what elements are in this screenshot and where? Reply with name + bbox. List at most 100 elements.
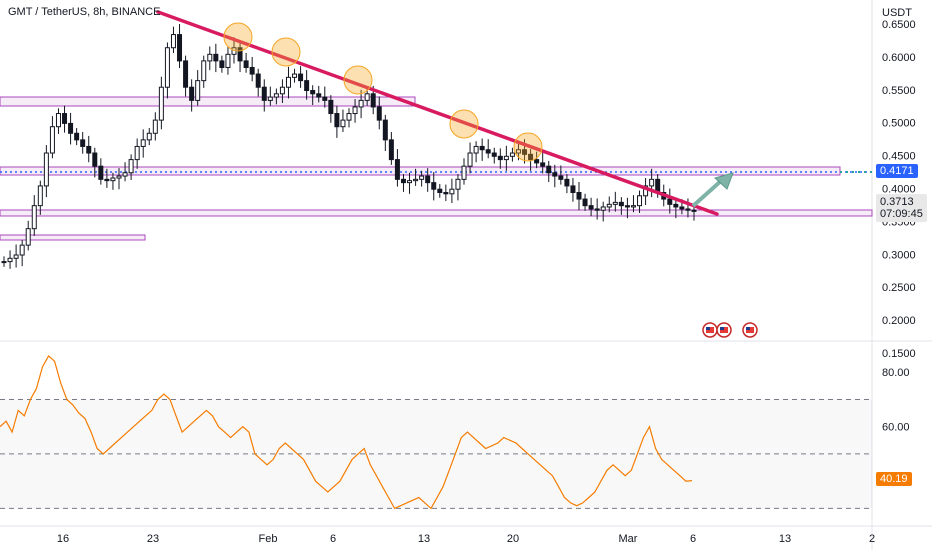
candle-body: [691, 209, 697, 212]
price-tick-label: 0.3000: [882, 249, 916, 261]
date-tick-label: 13: [779, 533, 791, 545]
candle-body: [243, 60, 249, 68]
candle-body: [285, 76, 291, 88]
candle-body: [364, 93, 370, 101]
date-tick-label: 23: [147, 533, 159, 545]
candle-body: [213, 53, 219, 62]
candle-body: [110, 177, 116, 182]
candle-body: [606, 203, 612, 208]
event-flag-icon: [716, 322, 732, 338]
candle-body: [449, 188, 455, 195]
price-zone: [0, 234, 146, 241]
candle-body: [298, 73, 304, 82]
candle-body: [74, 132, 80, 141]
candle-body: [407, 180, 413, 184]
candle-body: [310, 90, 316, 95]
candle-body: [267, 96, 273, 101]
date-tick-label: 6: [690, 533, 696, 545]
candle-body: [376, 106, 382, 121]
candle-body: [467, 152, 473, 167]
last-price-value: 0.3713: [880, 196, 914, 208]
candle-body: [503, 155, 509, 161]
candle-body: [237, 47, 243, 62]
price-tick-label: 0.6000: [882, 52, 916, 64]
candle-body: [304, 80, 310, 92]
candle-body: [316, 93, 322, 98]
level-price-tag: 0.4171: [876, 164, 918, 178]
candle-body: [394, 159, 400, 180]
date-tick-label: 6: [330, 533, 336, 545]
candle-body: [25, 228, 31, 246]
candle-body: [522, 149, 528, 155]
price-tick-label: 0.2000: [882, 315, 916, 327]
candle-body: [346, 113, 352, 121]
date-axis: 16 23 Feb 6 13 20 Mar 6 13 2: [57, 533, 875, 545]
price-candles: [1, 24, 697, 269]
candle-body: [68, 122, 74, 134]
price-tick-label: 0.5000: [882, 118, 916, 130]
candle-body: [55, 113, 61, 128]
candle-body: [473, 145, 479, 154]
price-zone: [0, 96, 416, 107]
candle-body: [13, 254, 19, 259]
candle-body: [491, 152, 497, 157]
rsi-tick-label: 60.00: [882, 422, 910, 434]
candle-body: [7, 257, 13, 263]
candle-body: [279, 86, 285, 95]
candle-body: [225, 53, 231, 68]
candle-body: [170, 34, 176, 49]
candle-body: [189, 86, 195, 101]
candle-body: [86, 145, 92, 154]
candle-body: [1, 261, 7, 264]
candle-body: [388, 139, 394, 161]
candle-body: [370, 93, 376, 108]
price-tick-label: 0.2500: [882, 282, 916, 294]
candle-body: [612, 201, 618, 205]
candle-body: [146, 132, 152, 141]
date-tick-label: Feb: [259, 533, 278, 545]
candle-body: [630, 205, 636, 208]
candle-body: [400, 178, 406, 184]
candle-body: [382, 119, 388, 141]
candle-body: [558, 175, 564, 180]
candle-body: [564, 178, 570, 187]
touch-point-circle: [449, 109, 479, 139]
candle-countdown: 07:09:45: [880, 208, 923, 220]
date-tick-label: 16: [57, 533, 69, 545]
rsi-value-tag: 40.19: [876, 472, 912, 486]
candle-body: [443, 192, 449, 195]
downtrend-line: [156, 10, 719, 216]
touch-point-circle: [271, 37, 301, 67]
candle-body: [624, 205, 630, 208]
touch-point-circle: [513, 132, 543, 162]
candle-body: [122, 172, 128, 177]
candle-body: [358, 99, 364, 108]
candle-body: [552, 172, 558, 177]
candle-body: [582, 198, 588, 207]
candle-body: [49, 126, 55, 154]
candle-body: [643, 185, 649, 197]
candle-body: [673, 203, 679, 208]
touch-point-circle: [343, 65, 373, 95]
rsi-panel: 80.00 60.00: [0, 354, 910, 510]
price-tick-label: 0.5500: [882, 85, 916, 97]
breakout-arrow-shaft: [691, 178, 724, 208]
price-axis: 0.65000.60000.55000.50000.45000.40000.35…: [882, 19, 916, 360]
price-tick-label: 0.4000: [882, 184, 916, 196]
candle-body: [80, 139, 86, 147]
candle-body: [261, 86, 267, 101]
candle-body: [649, 178, 655, 187]
candle-body: [292, 73, 298, 78]
last-price-tag: 0.3713 07:09:45: [876, 194, 927, 222]
candle-body: [37, 185, 43, 207]
candle-body: [485, 149, 491, 154]
candle-body: [140, 139, 146, 147]
candle-body: [134, 145, 140, 161]
candle-body: [618, 201, 624, 207]
candle-body: [497, 155, 503, 161]
candle-body: [98, 165, 104, 180]
currency-label: USDT: [882, 7, 912, 19]
date-tick-label: Mar: [619, 533, 638, 545]
